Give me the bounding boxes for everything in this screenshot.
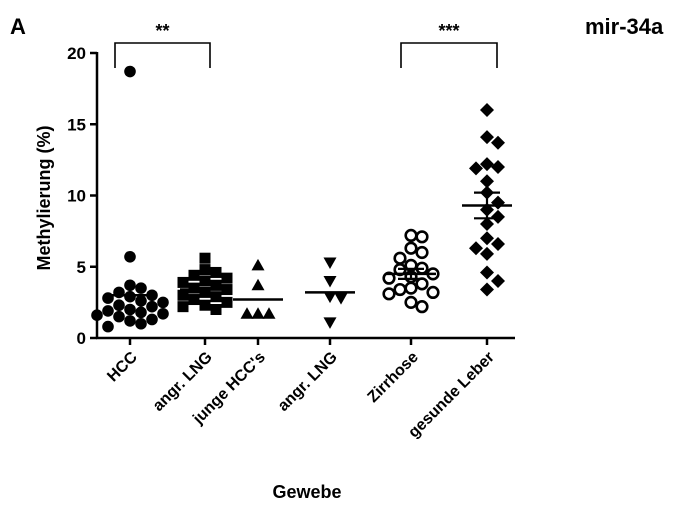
data-point — [393, 251, 407, 265]
data-point — [113, 310, 125, 323]
data-point — [135, 306, 147, 319]
data-point — [404, 241, 418, 255]
data-point — [469, 161, 483, 176]
y-tick-label: 0 — [77, 329, 86, 348]
significance-brackets: ** *** — [114, 21, 498, 68]
data-point — [157, 296, 169, 309]
data-point — [480, 282, 494, 297]
data-point — [382, 287, 396, 301]
data-point — [199, 264, 211, 276]
data-point — [199, 299, 211, 311]
data-point — [210, 291, 222, 303]
x-axis-label: Gewebe — [272, 482, 341, 502]
data-point — [323, 291, 337, 304]
panel-label: A — [10, 14, 26, 39]
data-point — [393, 282, 407, 297]
data-point — [415, 230, 429, 244]
data-point — [124, 303, 136, 316]
data-point — [177, 301, 189, 313]
data-point — [480, 217, 494, 231]
data-point — [491, 236, 505, 251]
data-point — [480, 157, 494, 172]
data-point — [480, 130, 494, 145]
significance-label: ** — [155, 21, 169, 41]
data-point — [124, 290, 136, 303]
data-point — [262, 307, 276, 319]
data-point — [415, 300, 429, 314]
data-point — [221, 296, 233, 308]
data-point — [491, 274, 505, 288]
y-tick-label: 5 — [77, 258, 86, 277]
data-point — [491, 135, 505, 150]
data-point — [323, 257, 337, 269]
data-point — [480, 246, 494, 261]
data-point — [124, 315, 136, 327]
data-point — [146, 300, 158, 313]
data-point — [177, 289, 189, 301]
data-point — [124, 250, 136, 263]
data-point — [91, 309, 103, 322]
data-points — [91, 65, 505, 333]
data-point — [404, 281, 418, 295]
axes: 0 5 10 15 20 — [67, 44, 515, 348]
y-tick-label: 10 — [67, 187, 86, 206]
data-point — [135, 295, 147, 307]
data-point — [491, 195, 505, 210]
data-point — [157, 307, 169, 320]
data-point — [135, 317, 147, 330]
data-point — [251, 307, 265, 319]
significance-label: *** — [438, 21, 459, 41]
data-point — [323, 276, 337, 288]
data-point — [199, 252, 211, 264]
data-point — [240, 307, 254, 319]
data-point — [124, 65, 136, 78]
data-point — [210, 266, 222, 278]
data-point — [415, 245, 429, 260]
data-point — [124, 279, 136, 292]
data-point — [188, 282, 200, 294]
data-point — [480, 174, 494, 189]
significance-bracket — [114, 42, 211, 68]
y-axis-title: Methylierung (%) — [34, 125, 54, 270]
gene-label: mir-34a — [585, 14, 664, 39]
data-point — [177, 276, 189, 288]
data-point — [491, 209, 505, 224]
data-point — [199, 286, 211, 298]
data-point — [480, 265, 494, 280]
data-point — [102, 305, 114, 317]
data-point — [480, 231, 494, 246]
data-point — [188, 269, 200, 281]
y-tick-label: 15 — [67, 115, 86, 134]
data-point — [404, 295, 418, 309]
data-point — [323, 317, 337, 329]
data-point — [251, 258, 265, 271]
data-point — [404, 228, 418, 242]
data-point — [469, 241, 483, 256]
significance-bracket — [400, 42, 498, 68]
category-label: angr. LNG — [275, 349, 341, 415]
data-point — [426, 285, 440, 300]
data-point — [199, 275, 211, 287]
data-point — [135, 282, 147, 294]
data-point — [415, 277, 429, 291]
category-label: Zirrhose — [365, 349, 422, 406]
data-point — [491, 160, 505, 174]
category-label: HCC — [104, 348, 141, 385]
data-point — [210, 304, 222, 315]
y-axis-label: Methylierung (%) — [34, 125, 54, 270]
data-point — [102, 320, 114, 333]
data-point — [146, 313, 158, 326]
data-point — [480, 103, 494, 117]
data-point — [210, 279, 222, 291]
data-point — [221, 272, 233, 284]
data-point — [334, 293, 348, 305]
summary-lines — [105, 191, 512, 301]
data-point — [188, 294, 200, 306]
data-point — [113, 299, 125, 312]
data-point — [251, 278, 265, 291]
y-tick-label: 20 — [67, 44, 86, 63]
